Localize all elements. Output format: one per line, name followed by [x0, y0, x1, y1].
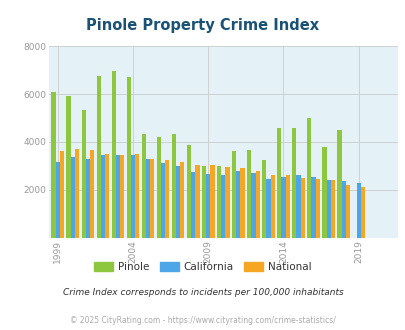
Text: Pinole Property Crime Index: Pinole Property Crime Index [86, 18, 319, 33]
Bar [126, 77, 130, 238]
Bar [221, 176, 225, 238]
Bar [277, 127, 281, 238]
Bar [356, 182, 360, 238]
Bar [281, 177, 285, 238]
Bar [337, 130, 341, 238]
Bar [240, 168, 244, 238]
Bar [66, 96, 70, 238]
Bar [150, 159, 154, 238]
Bar [60, 151, 64, 238]
Bar [195, 165, 199, 238]
Bar [251, 173, 255, 238]
Bar [210, 165, 214, 238]
Bar [266, 179, 270, 238]
Bar [176, 166, 180, 238]
Bar [255, 171, 259, 238]
Bar [296, 176, 300, 238]
Bar [135, 154, 139, 238]
Bar [191, 172, 195, 238]
Bar [262, 160, 266, 238]
Bar [55, 162, 60, 238]
Bar [270, 176, 274, 238]
Bar [360, 187, 364, 238]
Legend: Pinole, California, National: Pinole, California, National [90, 258, 315, 276]
Bar [85, 159, 90, 238]
Bar [322, 147, 326, 238]
Bar [100, 155, 105, 238]
Bar [75, 149, 79, 238]
Bar [165, 160, 169, 238]
Bar [51, 92, 55, 238]
Bar [315, 179, 319, 238]
Bar [115, 155, 120, 238]
Bar [345, 185, 349, 238]
Bar [171, 134, 176, 238]
Text: Crime Index corresponds to incidents per 100,000 inhabitants: Crime Index corresponds to incidents per… [62, 287, 343, 297]
Bar [141, 134, 145, 238]
Bar [232, 151, 236, 238]
Bar [161, 163, 165, 238]
Bar [311, 177, 315, 238]
Bar [90, 150, 94, 238]
Bar [156, 137, 161, 238]
Bar [285, 176, 289, 238]
Bar [201, 166, 206, 238]
Bar [247, 150, 251, 238]
Bar [186, 146, 191, 238]
Text: © 2025 CityRating.com - https://www.cityrating.com/crime-statistics/: © 2025 CityRating.com - https://www.city… [70, 315, 335, 325]
Bar [225, 167, 229, 238]
Bar [341, 182, 345, 238]
Bar [300, 178, 304, 238]
Bar [236, 171, 240, 238]
Bar [130, 155, 135, 238]
Bar [96, 76, 100, 238]
Bar [111, 71, 115, 238]
Bar [206, 174, 210, 238]
Bar [330, 180, 334, 238]
Bar [326, 180, 330, 238]
Bar [145, 159, 150, 238]
Bar [216, 166, 221, 238]
Bar [105, 154, 109, 238]
Bar [120, 155, 124, 238]
Bar [81, 110, 85, 238]
Bar [292, 127, 296, 238]
Bar [180, 162, 184, 238]
Bar [70, 157, 75, 238]
Bar [307, 118, 311, 238]
